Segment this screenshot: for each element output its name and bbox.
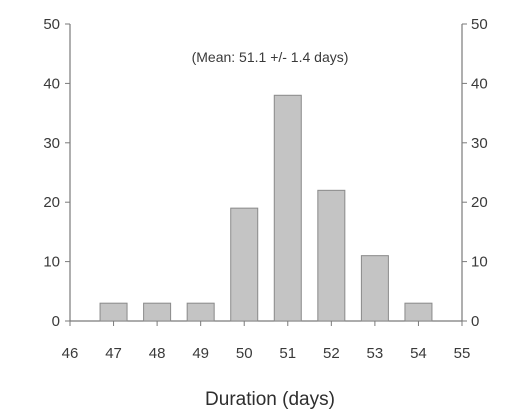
x-tick-label-51: 51 — [279, 345, 296, 362]
x-tick-label-52: 52 — [323, 345, 340, 362]
bar-54 — [404, 302, 433, 322]
x-tick-label-53: 53 — [367, 345, 384, 362]
y-tick-label-left: 30 — [43, 135, 60, 152]
bar-49 — [186, 302, 215, 322]
plot-frame — [69, 24, 463, 322]
x-tick-label-46: 46 — [62, 345, 79, 362]
bar-50 — [230, 207, 259, 322]
bar-48 — [143, 302, 172, 322]
x-tick-label-48: 48 — [149, 345, 166, 362]
y-axis-right-ticks: 0 10 20 30 40 50 — [462, 16, 488, 330]
x-axis-ticks: 46 47 48 49 50 51 52 53 54 55 — [62, 321, 471, 362]
y-tick-label-left: 10 — [43, 254, 60, 271]
bar-51 — [273, 94, 302, 322]
y-tick-label-right: 10 — [471, 254, 488, 271]
bar-47 — [99, 302, 128, 322]
bars-group — [99, 94, 433, 322]
y-tick-label-left: 0 — [52, 313, 60, 330]
y-tick-label-left: 20 — [43, 194, 60, 211]
y-tick-label-right: 40 — [471, 75, 488, 92]
y-tick-label-right: 20 — [471, 194, 488, 211]
y-axis-left-ticks: 0 10 20 30 40 50 — [43, 16, 70, 330]
y-tick-label-right: 50 — [471, 16, 488, 33]
y-tick-label-left: 40 — [43, 75, 60, 92]
y-tick-label-left: 50 — [43, 16, 60, 33]
bar-52 — [317, 189, 346, 322]
x-tick-label-49: 49 — [192, 345, 209, 362]
x-axis-title: Duration (days) — [205, 389, 335, 410]
bar-53 — [360, 255, 389, 322]
y-tick-label-right: 30 — [471, 135, 488, 152]
x-tick-label-50: 50 — [236, 345, 253, 362]
x-tick-label-55: 55 — [454, 345, 471, 362]
mean-annotation: (Mean: 51.1 +/- 1.4 days) — [192, 49, 349, 65]
x-tick-label-54: 54 — [410, 345, 427, 362]
x-tick-label-47: 47 — [105, 345, 122, 362]
y-tick-label-right: 0 — [471, 313, 479, 330]
